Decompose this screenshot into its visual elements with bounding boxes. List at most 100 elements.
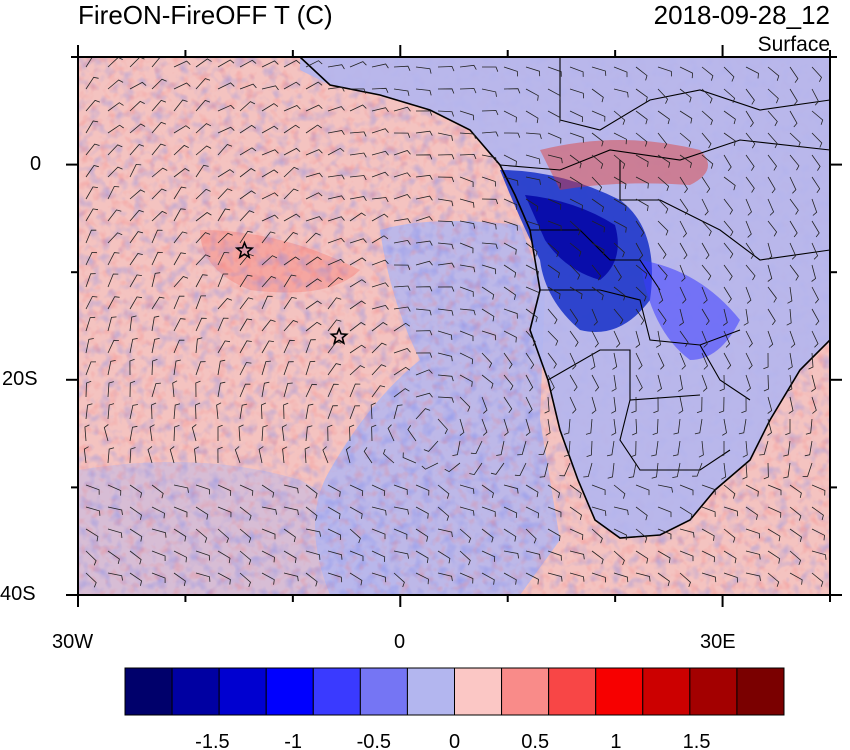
wind-barb — [349, 506, 363, 519]
wind-barb — [481, 131, 499, 137]
wind-barb — [569, 330, 579, 347]
wind-barb — [525, 264, 539, 277]
wind-barb — [635, 198, 649, 211]
wind-barb — [585, 418, 593, 435]
wind-barb — [767, 484, 782, 496]
wind-barb — [613, 286, 626, 301]
wind-barb — [591, 110, 606, 122]
wind-barb — [151, 528, 167, 538]
wind-barb — [363, 447, 373, 464]
wind-barb — [173, 425, 180, 442]
wind-barb — [239, 550, 252, 565]
wind-barb — [547, 154, 563, 164]
wind-barb — [305, 172, 323, 178]
zambia-cooling — [640, 260, 740, 360]
wind-barb — [481, 264, 497, 275]
wind-barb — [173, 60, 191, 68]
wind-barb — [129, 100, 145, 112]
wind-barb — [239, 297, 254, 310]
wind-barb — [459, 176, 474, 187]
wind-barb — [327, 506, 341, 520]
wind-barb — [195, 380, 201, 398]
wind-barb — [679, 550, 694, 562]
wind-barb — [503, 132, 521, 138]
wind-barb — [481, 242, 498, 250]
wind-barb — [723, 220, 734, 237]
wind-barb — [305, 484, 318, 499]
wind-barb — [327, 216, 345, 222]
wind-barb — [217, 572, 231, 585]
wind-barb — [679, 286, 687, 304]
wind-barb — [721, 462, 727, 480]
wind-barb — [525, 396, 533, 414]
wind-barb — [613, 198, 627, 211]
wind-barb — [415, 484, 430, 496]
wind-barb — [129, 253, 143, 266]
wind-barb — [107, 252, 120, 266]
wind-barb — [525, 374, 534, 392]
wind-barb — [785, 419, 791, 436]
wind-barb — [349, 61, 367, 68]
map-frame — [77, 56, 831, 596]
wind-barb — [151, 484, 164, 499]
wind-barb — [195, 123, 212, 134]
wind-barb — [459, 352, 474, 365]
wind-barb — [129, 506, 142, 520]
wind-barb — [745, 88, 755, 105]
wind-barb — [745, 550, 761, 560]
wind-barb — [459, 396, 471, 412]
wind-barb — [613, 220, 627, 233]
wind-barb — [261, 231, 276, 244]
wind-barb — [525, 198, 539, 212]
wind-barb — [723, 242, 734, 259]
wind-barb — [459, 132, 476, 139]
wind-barb — [349, 528, 361, 544]
wind-barb — [481, 110, 499, 116]
wind-barb — [811, 132, 823, 148]
wind-barb — [767, 550, 781, 564]
wind-barb — [701, 330, 708, 348]
wind-barb — [525, 308, 538, 323]
wind-barb — [701, 264, 712, 281]
wind-barb — [349, 152, 367, 158]
wind-barb — [742, 462, 748, 480]
wind-barb — [305, 81, 323, 90]
wind-barb — [547, 132, 562, 144]
wind-barb — [371, 235, 389, 244]
wind-barb — [107, 572, 123, 581]
wind-barb — [437, 198, 454, 207]
wind-barb — [129, 189, 146, 200]
wind-barb — [701, 176, 711, 194]
wind-barb — [238, 424, 244, 442]
wind-barb — [107, 528, 123, 538]
wind-barb — [415, 330, 433, 336]
lon-tick-label-2: 30E — [700, 631, 736, 653]
wind-barb — [672, 462, 681, 478]
wind-barb — [459, 484, 475, 494]
wind-barb — [503, 110, 517, 123]
star-marker-0 — [234, 240, 255, 259]
wind-barb — [481, 418, 488, 436]
wind-barb — [459, 572, 474, 584]
wind-barb — [635, 176, 649, 189]
wind-barb — [85, 338, 94, 354]
wind-barb — [569, 88, 584, 99]
wind-barb — [349, 196, 367, 202]
wind-barb — [611, 418, 617, 436]
wind-barb — [679, 352, 686, 370]
wind-barb — [393, 132, 411, 138]
wind-barb — [459, 153, 477, 160]
wind-barb — [611, 374, 617, 392]
wind-barb — [261, 60, 279, 68]
wind-barb — [349, 238, 367, 244]
wind-barb — [767, 242, 773, 260]
wind-barb — [195, 402, 201, 420]
wind-barb — [514, 462, 527, 477]
wind-barb — [586, 440, 593, 457]
wind-barb — [173, 550, 187, 563]
wind-barb — [767, 572, 780, 587]
wind-barb — [503, 176, 519, 186]
wind-barb — [569, 198, 583, 211]
colorbar-box — [171, 667, 220, 716]
wind-barb — [85, 296, 98, 310]
